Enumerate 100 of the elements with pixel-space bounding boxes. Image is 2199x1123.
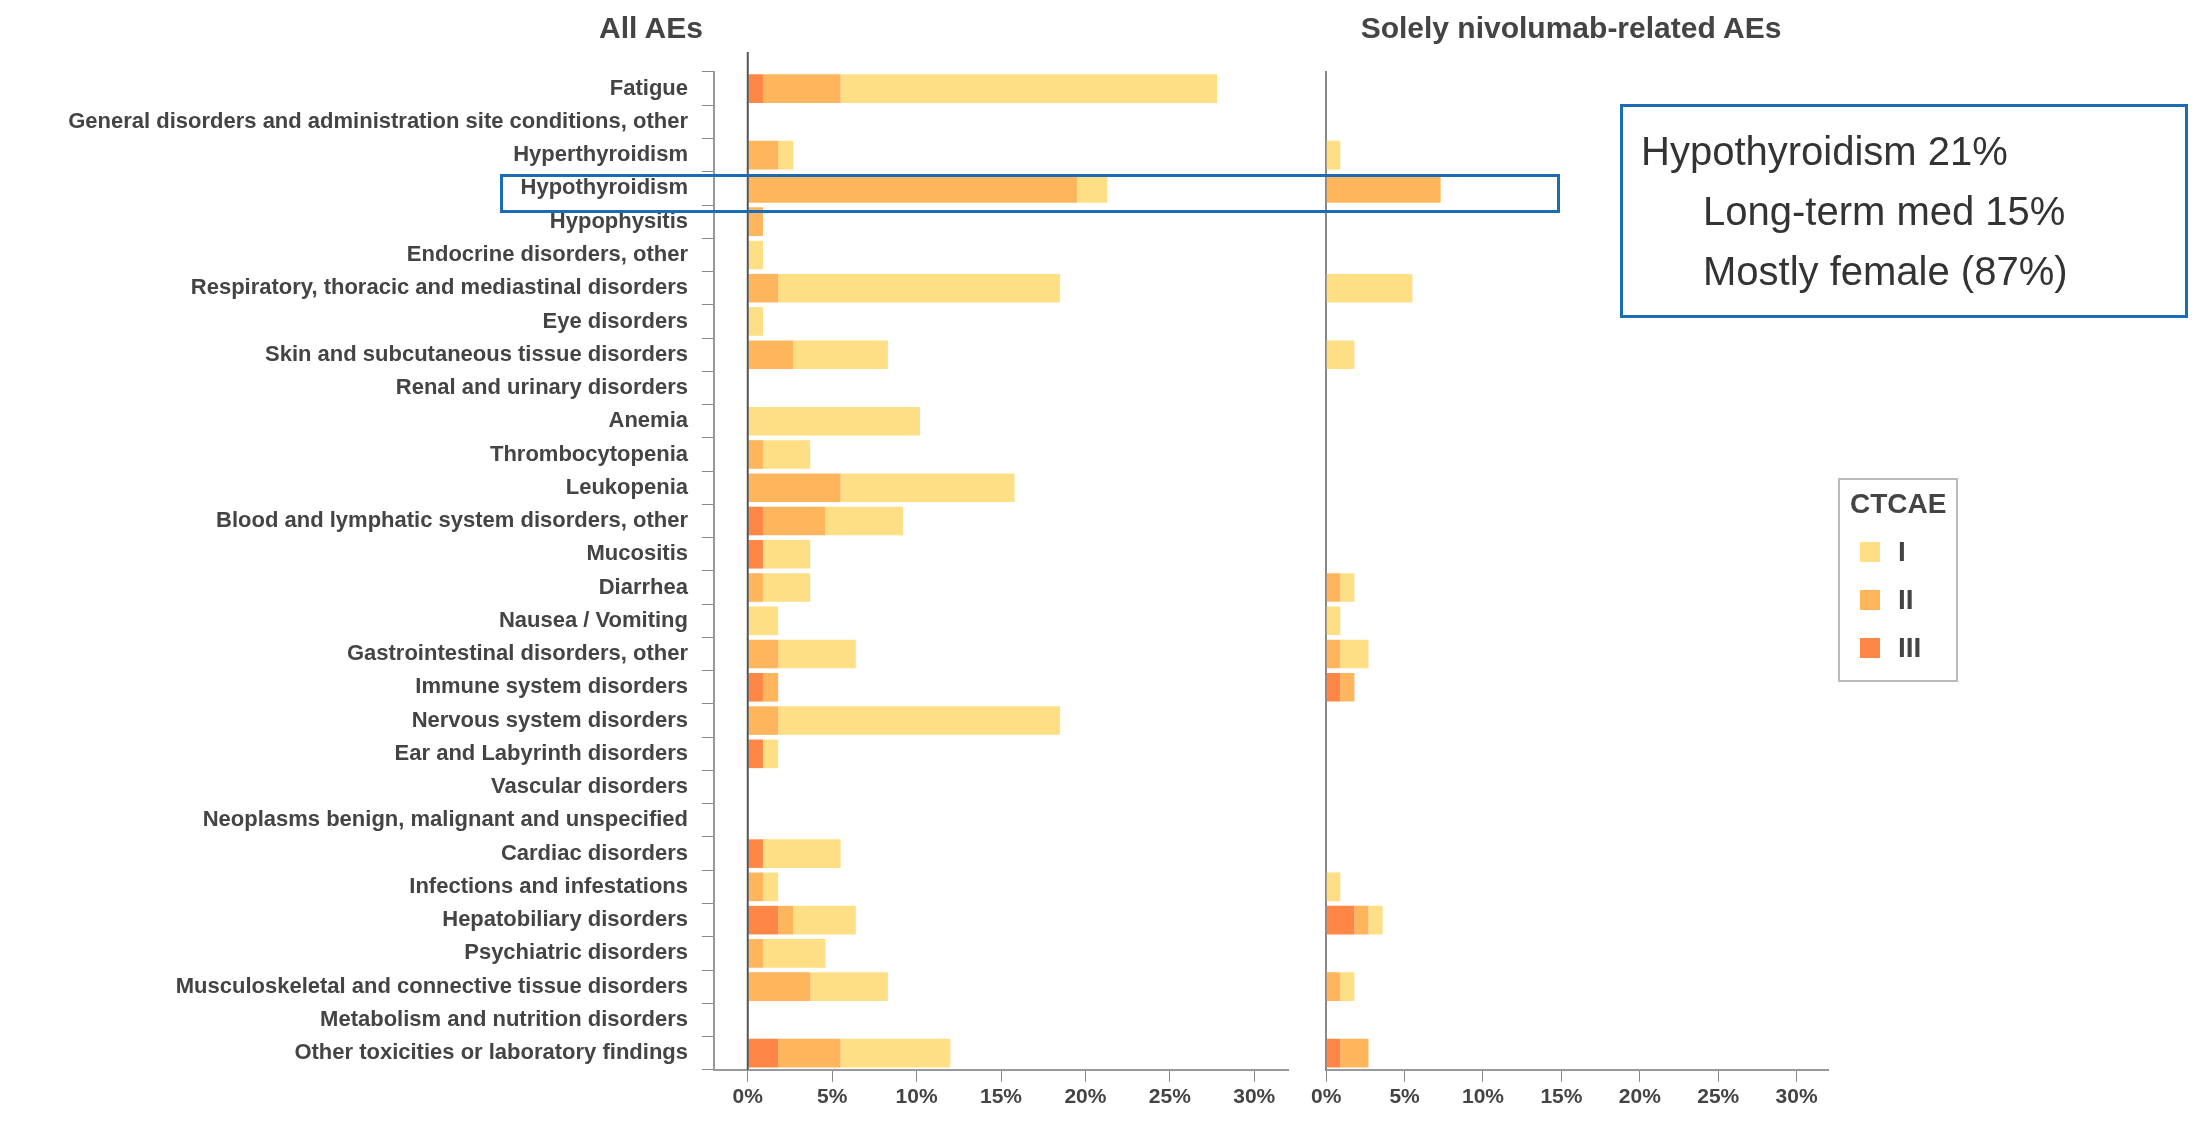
bar (748, 1038, 779, 1068)
bar (1326, 972, 1341, 1001)
x-tick-label: 30% (1775, 1084, 1818, 1108)
y-tick-label: Endocrine disorders, other (406, 240, 689, 266)
bar (748, 673, 763, 702)
y-tick-label: Leukopenia (565, 473, 689, 499)
y-tick-label: Metabolism and nutrition disorders (320, 1005, 688, 1031)
bar (1326, 340, 1355, 370)
x-tick-label: 5% (1389, 1084, 1421, 1108)
bar (748, 573, 763, 602)
bar (748, 639, 779, 669)
bar (762, 506, 826, 536)
bar (748, 240, 763, 270)
bar (748, 905, 779, 935)
bar (1326, 606, 1341, 636)
annotation: Long-term med 15% (1702, 188, 2067, 235)
y-tick-label: Cardiac disorders (500, 839, 688, 865)
bar (748, 539, 763, 569)
bar (762, 673, 779, 702)
y-tick-label: Psychiatric disorders (464, 939, 688, 965)
y-tick-label: Hyperthyroidism (513, 141, 688, 167)
bar (748, 706, 779, 735)
x-tick-label: 20% (1064, 1084, 1107, 1108)
y-tick-label: Blood and lymphatic system disorders, other (216, 507, 689, 533)
bar (748, 440, 763, 469)
bar (778, 273, 1061, 303)
x-tick-label: 30% (1233, 1084, 1276, 1108)
x-tick-label: 10% (895, 1084, 938, 1108)
bar (762, 440, 811, 469)
bar (1326, 673, 1341, 702)
y-tick-label: Anemia (608, 407, 689, 433)
bar (748, 839, 763, 868)
chart-title: Solely nivolumab-related AEs (1360, 11, 1782, 45)
y-tick-label: Renal and urinary disorders (395, 374, 688, 400)
bar (840, 473, 1015, 503)
bar (748, 473, 841, 503)
bar (748, 939, 763, 968)
legend-label: III (1898, 632, 1922, 664)
bar (762, 539, 811, 569)
bar (762, 839, 841, 868)
y-tick-label: Hypothyroidism (520, 174, 688, 200)
bar (762, 939, 826, 968)
bar (1340, 673, 1355, 702)
bar (762, 872, 779, 902)
bar (748, 406, 920, 436)
y-tick-label: General disorders and administration site conditions, other (68, 107, 689, 133)
y-tick-label: Hypophysitis (549, 207, 688, 233)
x-tick-label: 0% (1311, 1084, 1342, 1108)
bar (1326, 905, 1355, 935)
bar (1326, 872, 1341, 902)
legend-label: I (1898, 536, 1906, 568)
bar (840, 74, 1218, 103)
bar (1340, 972, 1355, 1001)
bar (778, 1038, 841, 1068)
y-tick-label: Diarrhea (598, 573, 689, 599)
x-tick-label: 25% (1148, 1084, 1192, 1108)
y-tick-label: Fatigue (609, 74, 688, 100)
bar (1326, 1038, 1341, 1068)
y-tick-label: Infections and infestations (409, 872, 688, 898)
bar (748, 972, 811, 1001)
y-tick-label: Immune system disorders (415, 673, 688, 699)
x-tick-label: 15% (1540, 1084, 1583, 1108)
y-tick-label: Mucositis (586, 540, 688, 566)
bar (1354, 905, 1369, 935)
x-tick-label: 25% (1697, 1084, 1740, 1108)
bar (748, 273, 779, 303)
bar (825, 506, 904, 536)
y-tick-label: Neoplasms benign, malignant and unspecified (202, 806, 688, 832)
y-tick-label: Hepatobiliary disorders (442, 906, 688, 932)
bar (793, 340, 888, 370)
y-tick-label: Vascular disorders (491, 773, 688, 799)
bar (748, 74, 763, 103)
x-tick-label: 0% (732, 1084, 764, 1108)
bar (748, 872, 763, 902)
bar (1340, 639, 1369, 669)
y-tick-label: Nervous system disorders (411, 706, 688, 732)
bar (748, 506, 763, 536)
bar (762, 739, 779, 769)
annotation: Hypothyroidism 21% (1641, 128, 2009, 175)
y-tick-label: Nausea / Vomiting (498, 606, 688, 632)
bar (762, 74, 841, 103)
bar (748, 307, 763, 336)
legend-label: II (1898, 584, 1914, 616)
bar (778, 905, 794, 935)
bar (748, 140, 779, 170)
annotation: Mostly female (87%) (1702, 248, 2069, 295)
bar (1340, 1038, 1369, 1068)
bar (1326, 273, 1413, 303)
x-tick-label: 5% (817, 1084, 848, 1108)
y-tick-label: Musculoskeletal and connective tissue disorders (175, 972, 688, 998)
chart-title: All AEs (599, 11, 703, 45)
bar (778, 706, 1061, 735)
bar (840, 1038, 951, 1068)
bar (1368, 905, 1383, 935)
bar (1326, 140, 1341, 170)
bar (748, 739, 763, 769)
bar (748, 606, 779, 636)
bar (793, 905, 856, 935)
y-tick-label: Other toxicities or laboratory findings (294, 1039, 688, 1065)
bar (748, 340, 794, 370)
